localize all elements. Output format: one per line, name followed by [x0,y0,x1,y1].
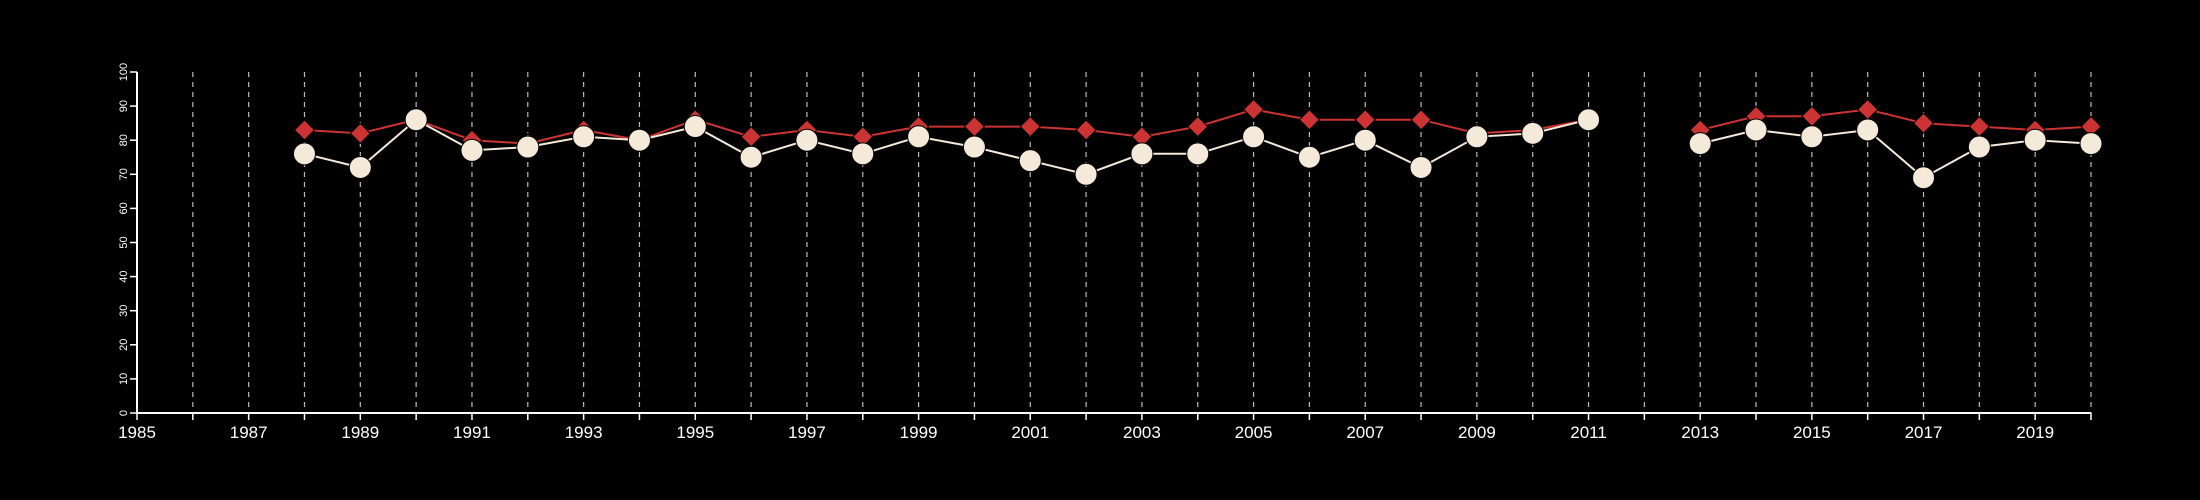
x-tick-label: 2007 [1346,423,1384,442]
y-tick-label: 80 [118,134,130,146]
x-tick-label: 2015 [1793,423,1831,442]
x-tick-label: 2001 [1011,423,1049,442]
circle-marker [907,125,931,149]
circle-marker [460,138,484,162]
circle-marker [683,115,707,139]
diamond-marker [740,126,762,148]
y-tick-label: 90 [118,100,130,112]
circle-marker [1856,118,1880,142]
circle-marker [1465,125,1489,149]
y-tick-label: 60 [118,202,130,214]
circle-marker [962,135,986,159]
circle-marker [1186,142,1210,166]
x-tick-label: 1985 [118,423,156,442]
diamond-marker [1019,115,1041,138]
diamond-marker [1856,98,1879,121]
diamond-marker [963,115,986,138]
diamond-marker [1075,119,1097,141]
x-tick-label: 1999 [900,423,938,442]
circle-marker [851,142,875,166]
circle-marker [1018,149,1042,173]
y-tick-label: 100 [118,63,130,81]
circle-marker [627,128,651,152]
y-tick-label: 30 [118,305,130,317]
x-tick-label: 2013 [1681,423,1719,442]
x-tick-label: 1987 [230,423,268,442]
x-tick-label: 2003 [1123,423,1161,442]
circle-marker [1074,162,1098,186]
y-tick-label: 70 [118,168,130,180]
diamond-marker [1912,112,1935,134]
diamond-marker [1242,98,1265,121]
circle-marker [404,108,428,132]
circle-marker [1353,128,1377,152]
diamond-marker [1410,109,1432,131]
x-tick-label: 2009 [1458,423,1496,442]
diamond-marker [1968,115,1991,138]
diamond-marker [293,119,316,141]
y-tick-label: 40 [118,270,130,282]
gridlines [192,72,2092,413]
series-line [304,118,1589,176]
x-tick-label: 1995 [676,423,714,442]
x-tick-label: 1991 [453,423,491,442]
circle-marker [516,135,540,159]
circle-marker [1800,125,1824,149]
circle-marker [292,142,316,166]
circle-marker [1744,118,1768,142]
circle-marker [739,145,763,169]
diamond-marker [1298,109,1321,131]
diamond-marker [349,122,372,145]
x-tick-label: 2017 [1905,423,1943,442]
circle-marker [2079,132,2103,156]
y-tick-label: 50 [118,236,130,248]
circle-marker [1912,166,1936,190]
series-line [304,108,1589,145]
circle-marker [1130,142,1154,166]
axes: 1985 1987 1989 1991 1993 1995 1997 1999 2001 2003… [118,63,2092,442]
x-tick-label: 1989 [341,423,379,442]
y-tick-label: 10 [118,373,130,385]
circle-marker [348,155,372,179]
circle-marker [572,125,596,149]
circle-marker [1242,125,1266,149]
markers-circle [292,108,2103,190]
y-tick-label: 20 [118,339,130,351]
x-tick-label: 2005 [1235,423,1273,442]
x-tick-label: 1993 [565,423,603,442]
series [292,98,2103,190]
diamond-marker [1354,109,1376,131]
diamond-marker [1801,105,1823,128]
x-tick-label: 2019 [2016,423,2054,442]
circle-marker [1577,108,1601,132]
circle-marker [795,128,819,152]
x-tick-label: 1997 [788,423,826,442]
circle-marker [1409,155,1433,179]
circle-marker [2023,128,2047,152]
x-tick-label: 2011 [1570,423,1607,442]
diamond-marker [1187,115,1209,138]
circle-marker [1967,135,1991,159]
circle-marker [1521,121,1545,145]
y-tick-label: 0 [118,410,130,416]
circle-marker [1688,132,1712,156]
circle-marker [1297,145,1321,169]
